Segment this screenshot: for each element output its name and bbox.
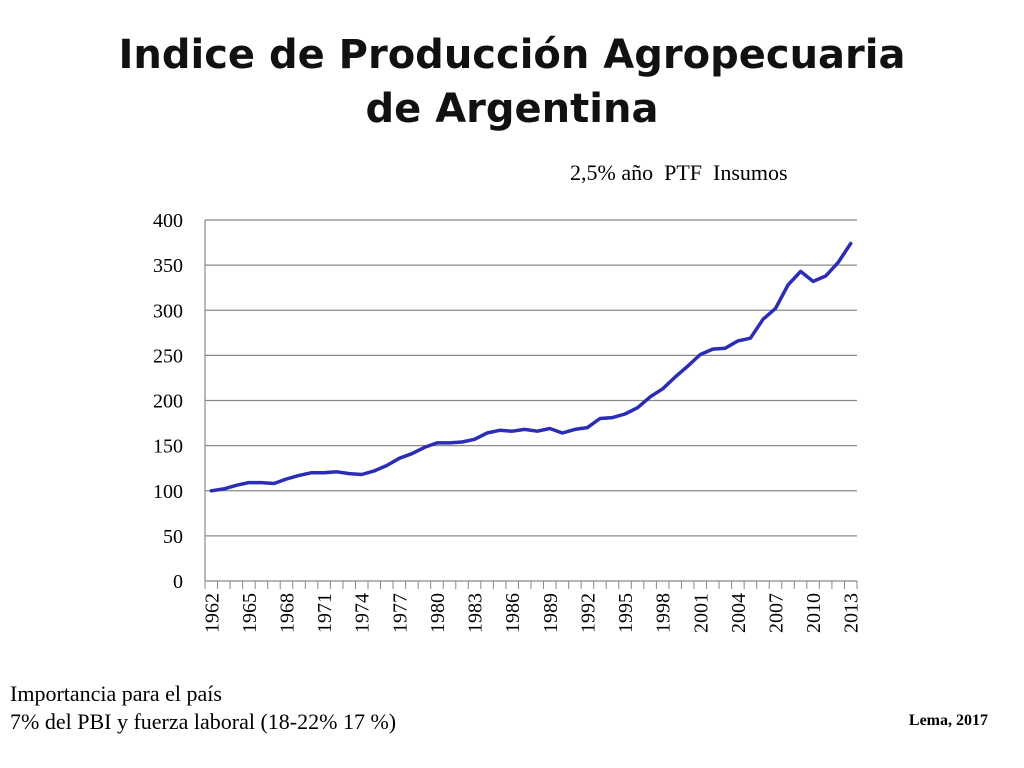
- title-line-1: Indice de Producción Agropecuaria: [118, 32, 906, 78]
- x-tick-label: 2007: [766, 593, 788, 633]
- y-tick-label: 50: [163, 526, 183, 548]
- y-tick-label: 100: [153, 481, 183, 503]
- slide-title: Indice de Producción Agropecuaria de Arg…: [0, 28, 1024, 136]
- x-tick-label: 1992: [577, 593, 599, 633]
- x-tick-label: 1986: [502, 593, 524, 633]
- x-tick-label: 1974: [352, 593, 374, 633]
- x-tick-label: 1989: [540, 593, 562, 633]
- x-tick-label: 1983: [465, 593, 487, 633]
- importance-note: Importancia para el país 7% del PBI y fu…: [10, 680, 396, 736]
- title-line-2: de Argentina: [365, 86, 659, 132]
- x-tick-label: 1962: [201, 593, 223, 633]
- source-credit: Lema, 2017: [908, 712, 988, 729]
- x-tick-label: 1980: [427, 593, 449, 633]
- x-tick-label: 2010: [803, 593, 825, 633]
- y-tick-label: 200: [153, 391, 183, 413]
- y-tick-label: 0: [173, 571, 183, 593]
- x-tick-label: 1971: [314, 593, 336, 633]
- x-tick-label: 1995: [615, 593, 637, 633]
- y-tick-label: 250: [153, 345, 183, 367]
- x-tick-label: 2013: [841, 593, 863, 633]
- x-tick-label: 1977: [389, 593, 411, 633]
- note-line-1: Importancia para el país: [10, 681, 222, 706]
- x-tick-label: 1965: [239, 593, 261, 633]
- x-tick-label: 1998: [653, 593, 675, 633]
- x-tick-label: 2001: [690, 593, 712, 633]
- growth-annotation: 2,5% año PTF Insumos: [570, 160, 788, 185]
- y-tick-label: 150: [153, 436, 183, 458]
- y-tick-label: 300: [153, 300, 183, 322]
- note-line-2: 7% del PBI y fuerza laboral (18-22% 17 %…: [10, 709, 397, 734]
- x-tick-label: 2004: [728, 593, 750, 633]
- series-line: [209, 241, 853, 493]
- y-tick-label: 350: [153, 255, 183, 277]
- x-tick-label: 1968: [277, 593, 299, 633]
- y-tick-label: 400: [153, 210, 183, 232]
